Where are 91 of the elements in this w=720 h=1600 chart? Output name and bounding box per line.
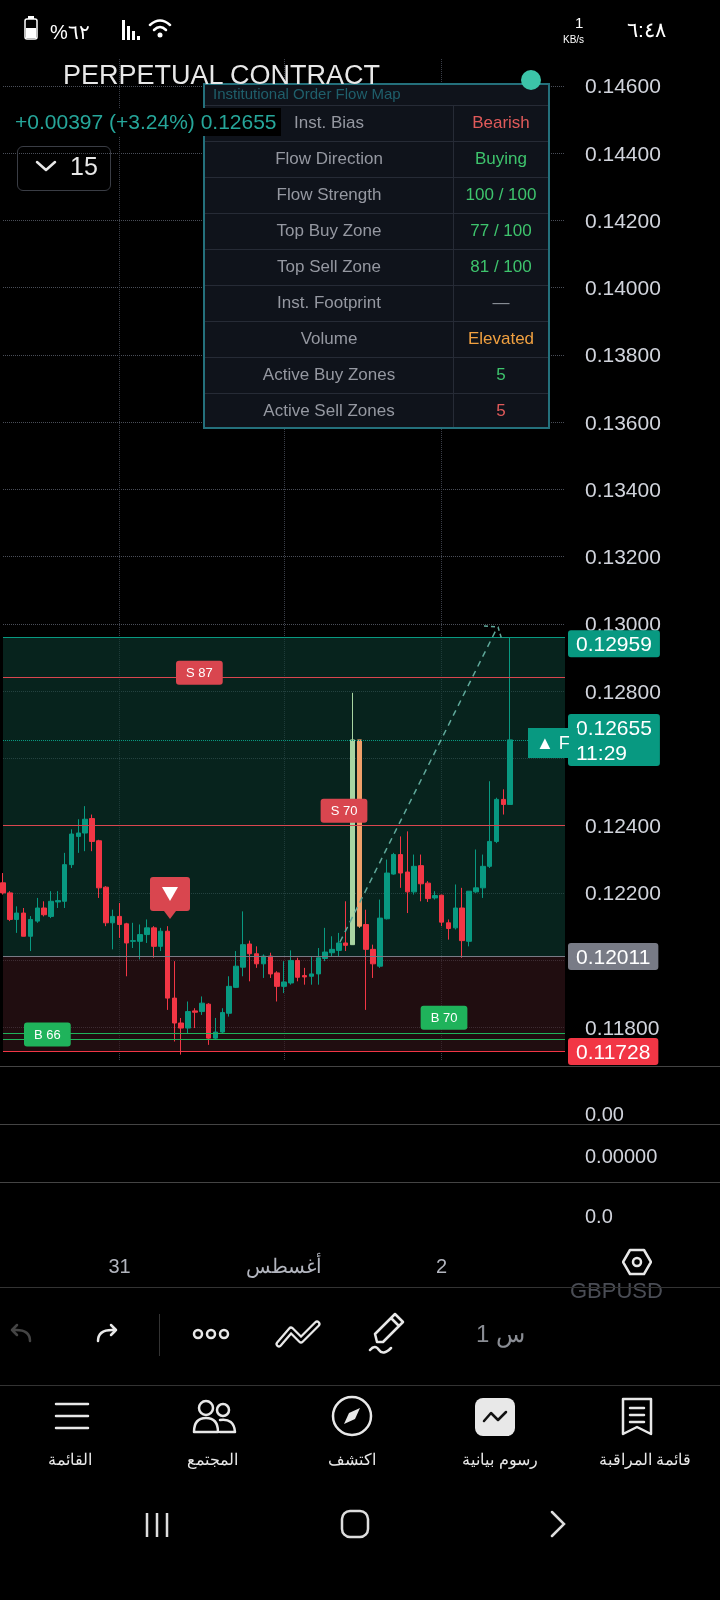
candlestick (398, 835, 403, 889)
candlestick (302, 967, 307, 986)
candlestick (295, 957, 300, 982)
category-label: Active Buy Zones (261, 364, 397, 386)
y-tick-label: 0.12200 (585, 881, 661, 905)
ref-line-label: B 66 (34, 1026, 61, 1042)
annotation: Buying (474, 148, 528, 170)
category-label: Flow Direction (274, 148, 384, 170)
y-tick-label: 0.13600 (585, 410, 661, 434)
candlestick (453, 883, 458, 931)
text: 0.00 (585, 1103, 624, 1126)
text: Institutional Order Flow Map (213, 85, 401, 104)
candlestick (14, 905, 19, 934)
annotation: 15 (70, 152, 98, 181)
annotation: Bearish (471, 112, 531, 134)
ref-line-label: S 87 (186, 665, 213, 681)
candlestick (309, 955, 314, 986)
candlestick (213, 1017, 218, 1041)
category-label: Volume (299, 328, 359, 350)
text: اكتشف (328, 1450, 376, 1469)
text: %٦٢ (50, 20, 90, 44)
candlestick (124, 922, 129, 977)
y-tick-label: 0.13400 (585, 477, 661, 501)
y-tick-label: 0.14400 (585, 141, 661, 165)
y-tick-label: 0.11800 (585, 1015, 660, 1039)
candlestick (501, 788, 506, 816)
candlestick (69, 828, 74, 869)
candlestick (28, 915, 33, 952)
candlestick (432, 890, 438, 901)
candlestick (151, 925, 157, 959)
candlestick (494, 797, 499, 844)
y-tick-label: 0.14600 (585, 74, 661, 98)
annotation: 77 / 100 (469, 220, 533, 242)
annotation: — (491, 292, 511, 314)
y-tick-label: 0.13800 (585, 343, 661, 367)
candlestick (439, 894, 444, 927)
x-tick-label: أغسطس (246, 1252, 322, 1278)
candlestick (446, 918, 451, 941)
candlestick (411, 854, 417, 896)
candlestick (35, 897, 40, 924)
ref-line-label: S 70 (330, 803, 358, 819)
ref-line-label: 0.11728 (576, 1040, 651, 1064)
candlestick (459, 887, 465, 959)
category-label: Top Sell Zone (276, 256, 382, 278)
candlestick (261, 953, 266, 979)
annotation: 100 / 100 (464, 184, 538, 206)
text: ٦:٤٨ (627, 18, 666, 42)
y-tick-label: 0.14200 (585, 208, 661, 232)
y-tick-label: 0.14000 (585, 276, 661, 300)
candlestick (343, 900, 348, 952)
text: 1 س (476, 1320, 526, 1348)
text: GBPUSD (570, 1278, 663, 1304)
text: +0.00397 (+3.24%) 0.12655 (15, 108, 281, 136)
text: KB/s (563, 34, 585, 45)
text: القائمة (48, 1450, 92, 1469)
candlestick (206, 1002, 211, 1046)
text: رسوم بيانية (462, 1450, 538, 1469)
x-tick-label: 31 (108, 1255, 131, 1277)
candlestick (41, 900, 47, 917)
candlestick (117, 902, 122, 939)
annotation: 81 / 100 (469, 256, 533, 278)
category-label: Active Sell Zones (262, 400, 396, 422)
x-tick-label: 2 (436, 1255, 448, 1277)
candlestick (192, 1007, 198, 1029)
annotation: ▲ F (536, 733, 570, 753)
annotation: Elevated (466, 328, 536, 350)
ref-line-label: 0.12655 11:29 (576, 715, 652, 764)
ref-line-label: B 70 (430, 1010, 458, 1026)
category-label: Inst. Footprint (276, 292, 382, 314)
candlestick (21, 907, 26, 937)
category-label: Flow Strength (275, 184, 383, 206)
text: قائمة المراقبة (598, 1450, 692, 1469)
candlestick (110, 909, 115, 950)
category-label: Inst. Bias (294, 113, 364, 132)
y-tick-label: 0.12800 (585, 679, 661, 703)
candlestick (199, 995, 205, 1016)
y-tick-label: 0.13200 (585, 545, 661, 569)
text: 1 (575, 14, 584, 31)
candlestick (158, 927, 163, 952)
text: 0.0 (585, 1205, 613, 1228)
annotation: 5 (495, 400, 507, 422)
text: 0.00000 (585, 1145, 658, 1168)
annotation: 5 (495, 364, 507, 386)
candlestick (405, 830, 410, 914)
candlestick (165, 925, 170, 1011)
candlestick (185, 1000, 191, 1034)
text: المجتمع (186, 1450, 238, 1469)
category-label: Top Buy Zone (275, 220, 383, 242)
candlestick (247, 940, 252, 982)
ref-line-label: 0.12011 (576, 944, 651, 968)
y-tick-label: 0.12400 (585, 814, 661, 838)
